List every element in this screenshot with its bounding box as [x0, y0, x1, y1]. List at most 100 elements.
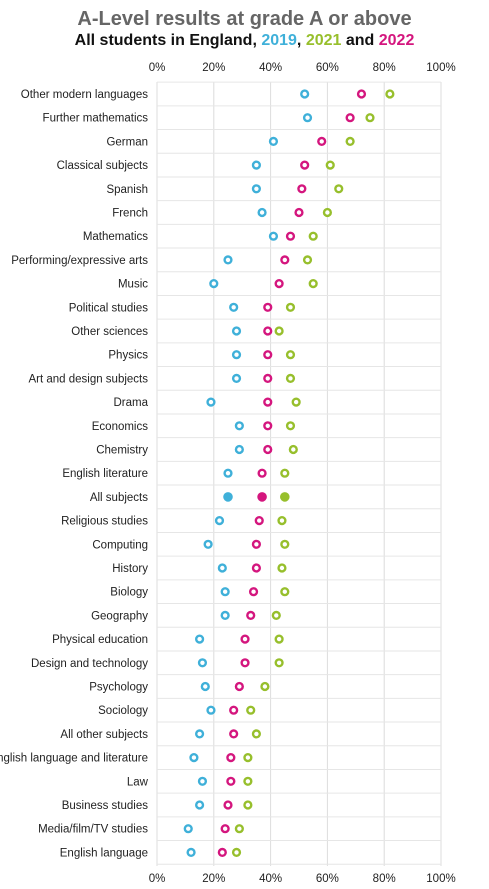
category-label: Mathematics — [83, 231, 148, 243]
data-point-2019 — [231, 350, 242, 360]
category-label: History — [112, 563, 148, 575]
data-point-2021 — [280, 468, 290, 478]
data-point-2019 — [195, 634, 205, 644]
data-point-2022 — [263, 326, 273, 336]
category-label: Political studies — [69, 302, 149, 314]
data-point-2019 — [197, 776, 208, 786]
data-point-2019 — [300, 89, 310, 99]
data-point-2021 — [243, 800, 253, 810]
data-point-2021 — [277, 563, 287, 573]
data-point-2021 — [243, 752, 253, 763]
data-point-2019 — [200, 681, 210, 692]
data-point-2021 — [345, 136, 355, 147]
data-point-2022 — [226, 776, 236, 786]
data-point-2019 — [220, 610, 230, 621]
data-point-2021 — [277, 515, 287, 526]
data-point-2022 — [226, 752, 236, 763]
data-point-2021 — [291, 397, 301, 407]
category-label: All subjects — [90, 492, 148, 504]
subtitle-sep-1: , — [296, 32, 306, 49]
data-point-2019 — [268, 231, 279, 241]
category-label: Psychology — [89, 682, 148, 694]
data-point-2022 — [263, 421, 273, 431]
category-label: Further mathematics — [43, 113, 149, 125]
data-point-2022 — [345, 113, 355, 123]
category-label: Art and design subjects — [28, 373, 148, 385]
category-label: English language — [60, 847, 148, 859]
data-point-2019 — [234, 444, 244, 455]
x-tick-label-top: 100% — [426, 62, 455, 74]
data-point-2021 — [302, 255, 313, 265]
data-point-2021 — [322, 207, 333, 218]
legend-2021: 2021 — [305, 32, 342, 49]
category-label: Geography — [91, 610, 148, 622]
data-point-2021 — [285, 421, 296, 431]
data-point-2021 — [308, 279, 318, 289]
data-point-2021 — [280, 492, 290, 502]
data-point-2022 — [248, 587, 259, 597]
legend-2019: 2019 — [261, 32, 297, 49]
data-point-2019 — [214, 515, 225, 526]
x-tick-label-top: 40% — [259, 62, 282, 74]
data-point-2022 — [356, 89, 367, 99]
data-point-2019 — [251, 160, 262, 170]
data-point-2019 — [229, 302, 239, 312]
chart-title: A-Level results at grade A or above — [77, 8, 412, 30]
category-label: Performing/expressive arts — [11, 255, 148, 267]
data-point-2022 — [254, 515, 264, 526]
data-point-2022 — [223, 800, 233, 810]
x-tick-label-top: 0% — [149, 62, 166, 74]
x-tick-label-bottom: 100% — [426, 873, 455, 885]
data-point-2022 — [263, 302, 273, 312]
category-labels: Other modern languages Further mathematic… — [0, 89, 149, 859]
data-point-2019 — [231, 373, 242, 384]
data-point-2021 — [260, 681, 270, 692]
data-point-2019 — [220, 587, 230, 597]
category-label: English language and literature — [0, 753, 148, 765]
data-point-2019 — [195, 729, 205, 739]
category-label: Physics — [108, 350, 148, 362]
data-point-2022 — [251, 539, 262, 549]
data-point-2022 — [297, 184, 307, 194]
category-label: Classical subjects — [57, 160, 149, 172]
subtitle-text: All students in England, — [74, 32, 262, 49]
data-point-2019 — [302, 113, 313, 123]
data-point-2022 — [317, 136, 327, 147]
data-point-2019 — [231, 326, 242, 336]
data-point-2021 — [234, 824, 244, 834]
x-tick-label-bottom: 40% — [259, 873, 282, 885]
category-label: Design and technology — [31, 658, 148, 670]
category-label: Physical education — [52, 634, 148, 646]
data-point-2022 — [274, 279, 284, 289]
data-point-2022 — [257, 468, 267, 478]
data-point-2019 — [197, 658, 208, 668]
data-point-2021 — [285, 302, 296, 312]
data-point-2019 — [209, 279, 219, 289]
data-point-2019 — [268, 136, 279, 147]
category-label: Spanish — [106, 184, 148, 196]
category-label: Religious studies — [61, 516, 148, 528]
category-label: Media/film/TV studies — [38, 824, 148, 836]
category-label: All other subjects — [60, 729, 148, 741]
x-tick-label-top: 20% — [202, 62, 225, 74]
data-point-2021 — [243, 776, 253, 786]
data-points — [183, 89, 395, 858]
category-label: Chemistry — [96, 445, 148, 457]
data-point-2021 — [246, 705, 256, 715]
data-point-2019 — [251, 184, 262, 194]
data-point-2022 — [257, 492, 267, 502]
data-point-2022 — [240, 658, 250, 668]
data-point-2022 — [285, 231, 296, 241]
data-point-2022 — [263, 397, 273, 407]
category-label: Economics — [92, 421, 148, 433]
data-point-2019 — [203, 539, 213, 549]
data-point-2021 — [274, 658, 284, 668]
data-point-2021 — [274, 634, 284, 644]
data-point-2022 — [294, 207, 304, 218]
data-point-2021 — [251, 729, 262, 739]
category-label: French — [112, 208, 148, 220]
data-point-2019 — [223, 468, 233, 478]
category-label: Other sciences — [71, 326, 148, 338]
x-tick-label-bottom: 60% — [316, 873, 339, 885]
